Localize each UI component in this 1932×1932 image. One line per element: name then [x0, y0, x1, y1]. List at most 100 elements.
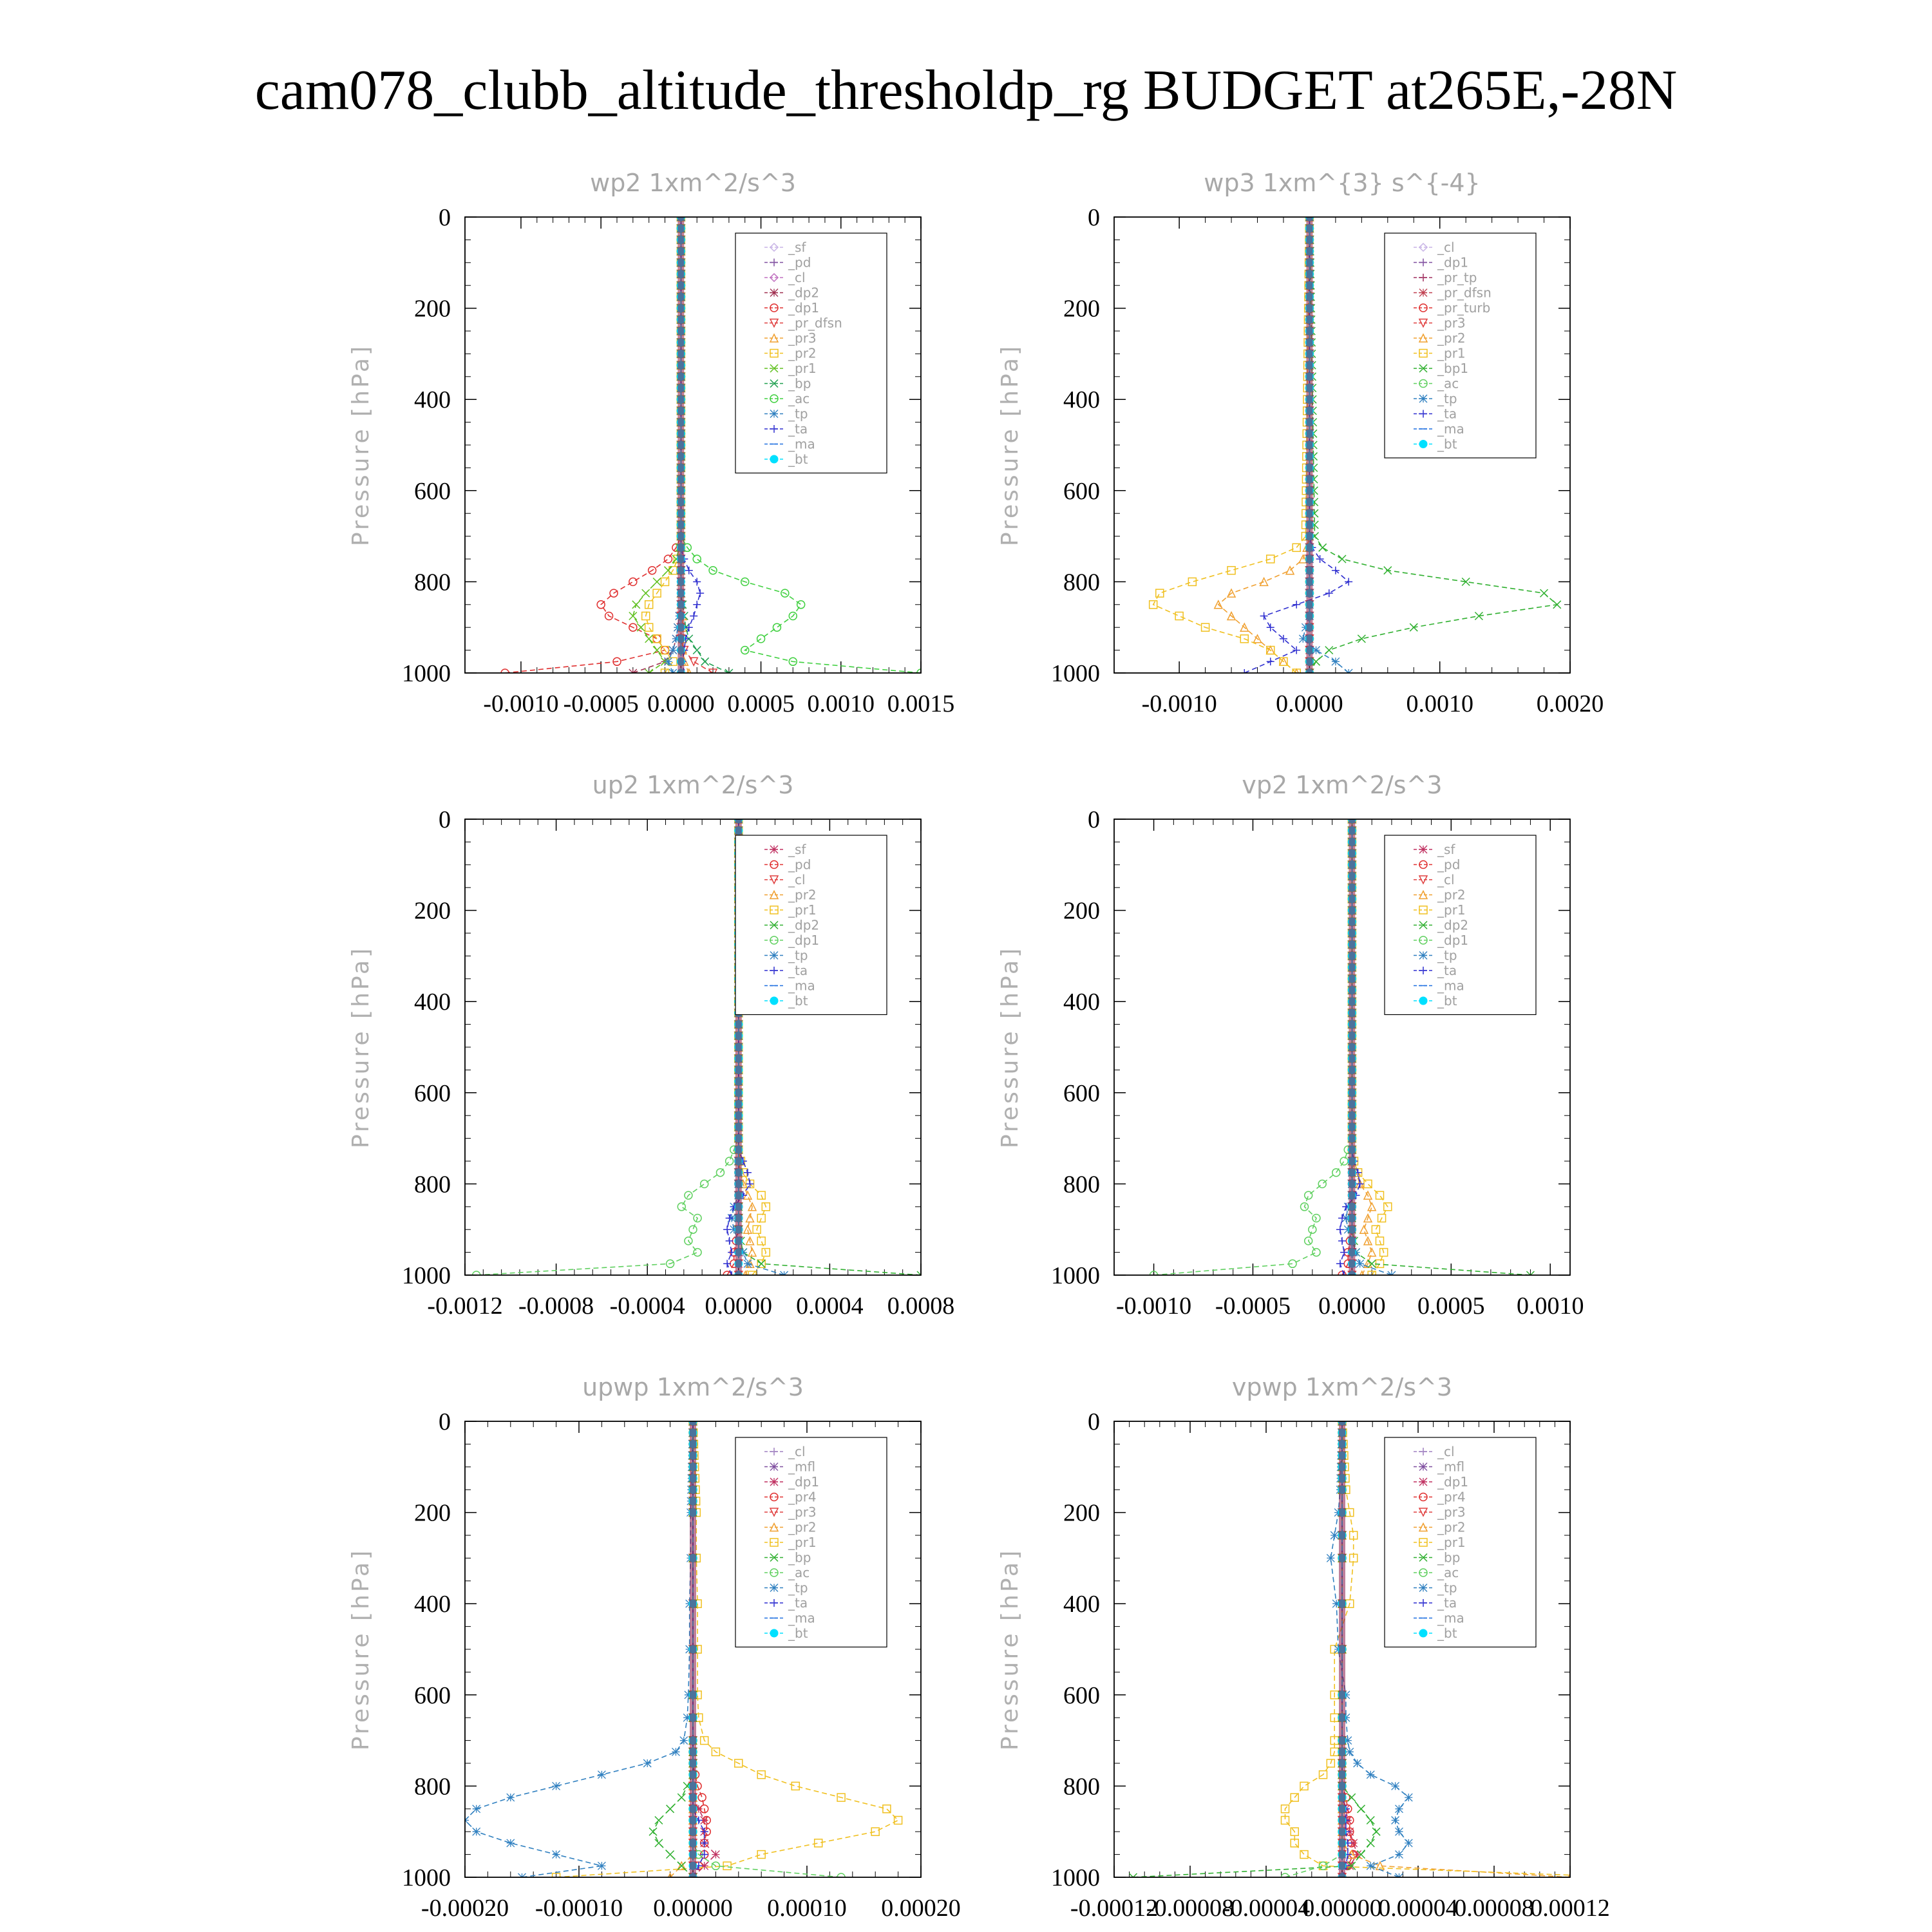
data-point-dp1 — [694, 1804, 703, 1814]
x-tick-label: 0.0005 — [727, 690, 795, 717]
legend-marker — [1419, 951, 1428, 960]
legend-marker — [1418, 1508, 1428, 1517]
legend: _sf_pd_cl_pr2_pr1_dp2_dp1_tp_ta_ma_bt — [1384, 835, 1537, 1016]
series-line-dp1 — [505, 217, 682, 673]
legend-marker — [770, 1568, 779, 1577]
data-point-pr1 — [1371, 1225, 1381, 1234]
legend-label: _tp — [788, 1580, 808, 1596]
legend-marker — [1419, 1448, 1427, 1455]
x-tick-label: 0.0000 — [1318, 1293, 1386, 1320]
legend-label: _pr3 — [788, 330, 817, 346]
data-point-ta — [1345, 578, 1353, 586]
x-tick-label: 0.0005 — [1417, 1293, 1485, 1320]
data-point-pr1 — [757, 1213, 766, 1223]
legend-box — [1384, 835, 1537, 1016]
series-line-dp1 — [476, 819, 739, 1275]
data-point-tp — [1391, 1781, 1400, 1790]
legend-marker — [770, 936, 779, 945]
data-point-ta — [1338, 1236, 1346, 1245]
data-point-ta — [1260, 612, 1268, 620]
legend-marker — [1419, 289, 1428, 297]
data-point-dp1 — [693, 1213, 702, 1223]
data-point-pr1 — [1148, 600, 1158, 609]
data-point-pr1 — [1265, 554, 1275, 564]
data-point-tp — [1326, 1553, 1335, 1562]
panel-title: vpwp 1xm^2/s^3 — [1232, 1373, 1452, 1401]
data-point-tp — [743, 1259, 752, 1268]
y-tick-label: 1000 — [402, 660, 451, 687]
data-point-ac — [740, 645, 750, 655]
data-point-tp — [739, 1248, 748, 1257]
x-tick-label: -0.0005 — [564, 690, 639, 717]
y-tick-label: 400 — [414, 1591, 451, 1618]
data-point-pr2 — [1259, 576, 1269, 587]
legend-label: _pr1 — [788, 902, 817, 918]
data-point-pr1 — [1379, 1247, 1388, 1257]
data-point-pr1 — [551, 1873, 561, 1877]
y-tick-label: 200 — [414, 1500, 451, 1527]
data-point-pr1 — [871, 1827, 880, 1836]
x-tick-label: -0.00020 — [421, 1895, 509, 1922]
x-tick-label: 0.0010 — [1406, 690, 1473, 717]
y-tick-label: 600 — [1063, 1080, 1100, 1107]
data-point-ta — [723, 1260, 732, 1268]
legend-label: _ta — [1437, 963, 1457, 978]
legend-marker — [770, 1553, 779, 1562]
series-line-pr1 — [632, 217, 682, 673]
data-point-pr2 — [1285, 565, 1295, 575]
data-point-pr2 — [660, 645, 670, 655]
legend-marker — [770, 1463, 779, 1471]
data-point-pr1 — [1349, 1531, 1358, 1540]
legend-label: _pd — [1437, 857, 1460, 873]
legend-label: _ta — [788, 1595, 808, 1611]
data-point-ac — [788, 657, 798, 667]
data-point-ac — [781, 589, 790, 598]
x-tick-label: 0.00010 — [767, 1895, 847, 1922]
legend-label: _pr2 — [1437, 887, 1466, 903]
data-point-pr2 — [652, 634, 661, 643]
legend-marker — [1419, 920, 1428, 930]
legend-label: _pr3 — [1437, 316, 1466, 331]
legend-label: _ma — [788, 437, 815, 452]
y-tick-label: 600 — [414, 1080, 451, 1107]
data-point-pr1 — [893, 1815, 903, 1825]
data-point-dp2 — [1526, 1271, 1535, 1275]
data-point-ta — [728, 1248, 736, 1256]
legend-marker — [1418, 318, 1428, 328]
y-tick-label: 400 — [414, 989, 451, 1016]
y-tick-label: 0 — [1088, 204, 1100, 231]
legend-marker — [770, 348, 779, 358]
data-point-ac — [711, 1861, 721, 1871]
data-point-dp1 — [1312, 1247, 1321, 1257]
legend-label: _pr1 — [1437, 902, 1466, 918]
data-point-ta — [700, 1839, 708, 1847]
x-tick-label: -0.00012 — [1070, 1895, 1158, 1922]
data-point-pr1 — [1292, 543, 1301, 553]
data-point-dp1 — [1149, 1271, 1159, 1275]
data-point-ta — [1266, 623, 1274, 632]
legend-label: _mfl — [788, 1459, 815, 1475]
series-line-bp — [680, 217, 730, 673]
data-point-dp1 — [612, 657, 621, 667]
data-point-pr1 — [1383, 1202, 1392, 1211]
legend-marker — [770, 1492, 779, 1502]
y-tick-label: 0 — [439, 204, 451, 231]
legend-label: _sf — [788, 842, 806, 857]
series-group — [1149, 819, 1535, 1275]
data-point-ta — [1340, 1248, 1349, 1256]
legend-label: _pr4 — [788, 1490, 817, 1505]
legend-marker — [770, 1448, 778, 1455]
legend: _cl_mfl_dp1_pr4_pr3_pr2_pr1_bp_ac_tp_ta_… — [1384, 1437, 1537, 1648]
data-point-pr1 — [645, 668, 654, 673]
data-point-tp — [730, 1225, 739, 1234]
data-point-pr2 — [1213, 600, 1224, 609]
legend-label: _ma — [1437, 1611, 1464, 1626]
x-tick-label: 0.00008 — [1454, 1895, 1534, 1922]
legend-marker — [769, 875, 779, 885]
legend-marker — [770, 905, 779, 914]
legend-label: _bt — [1437, 993, 1457, 1009]
legend-label: _bp1 — [1437, 361, 1468, 376]
data-point-bp — [701, 657, 710, 666]
legend-marker — [1419, 440, 1428, 448]
x-tick-label: 0.0004 — [796, 1293, 864, 1320]
